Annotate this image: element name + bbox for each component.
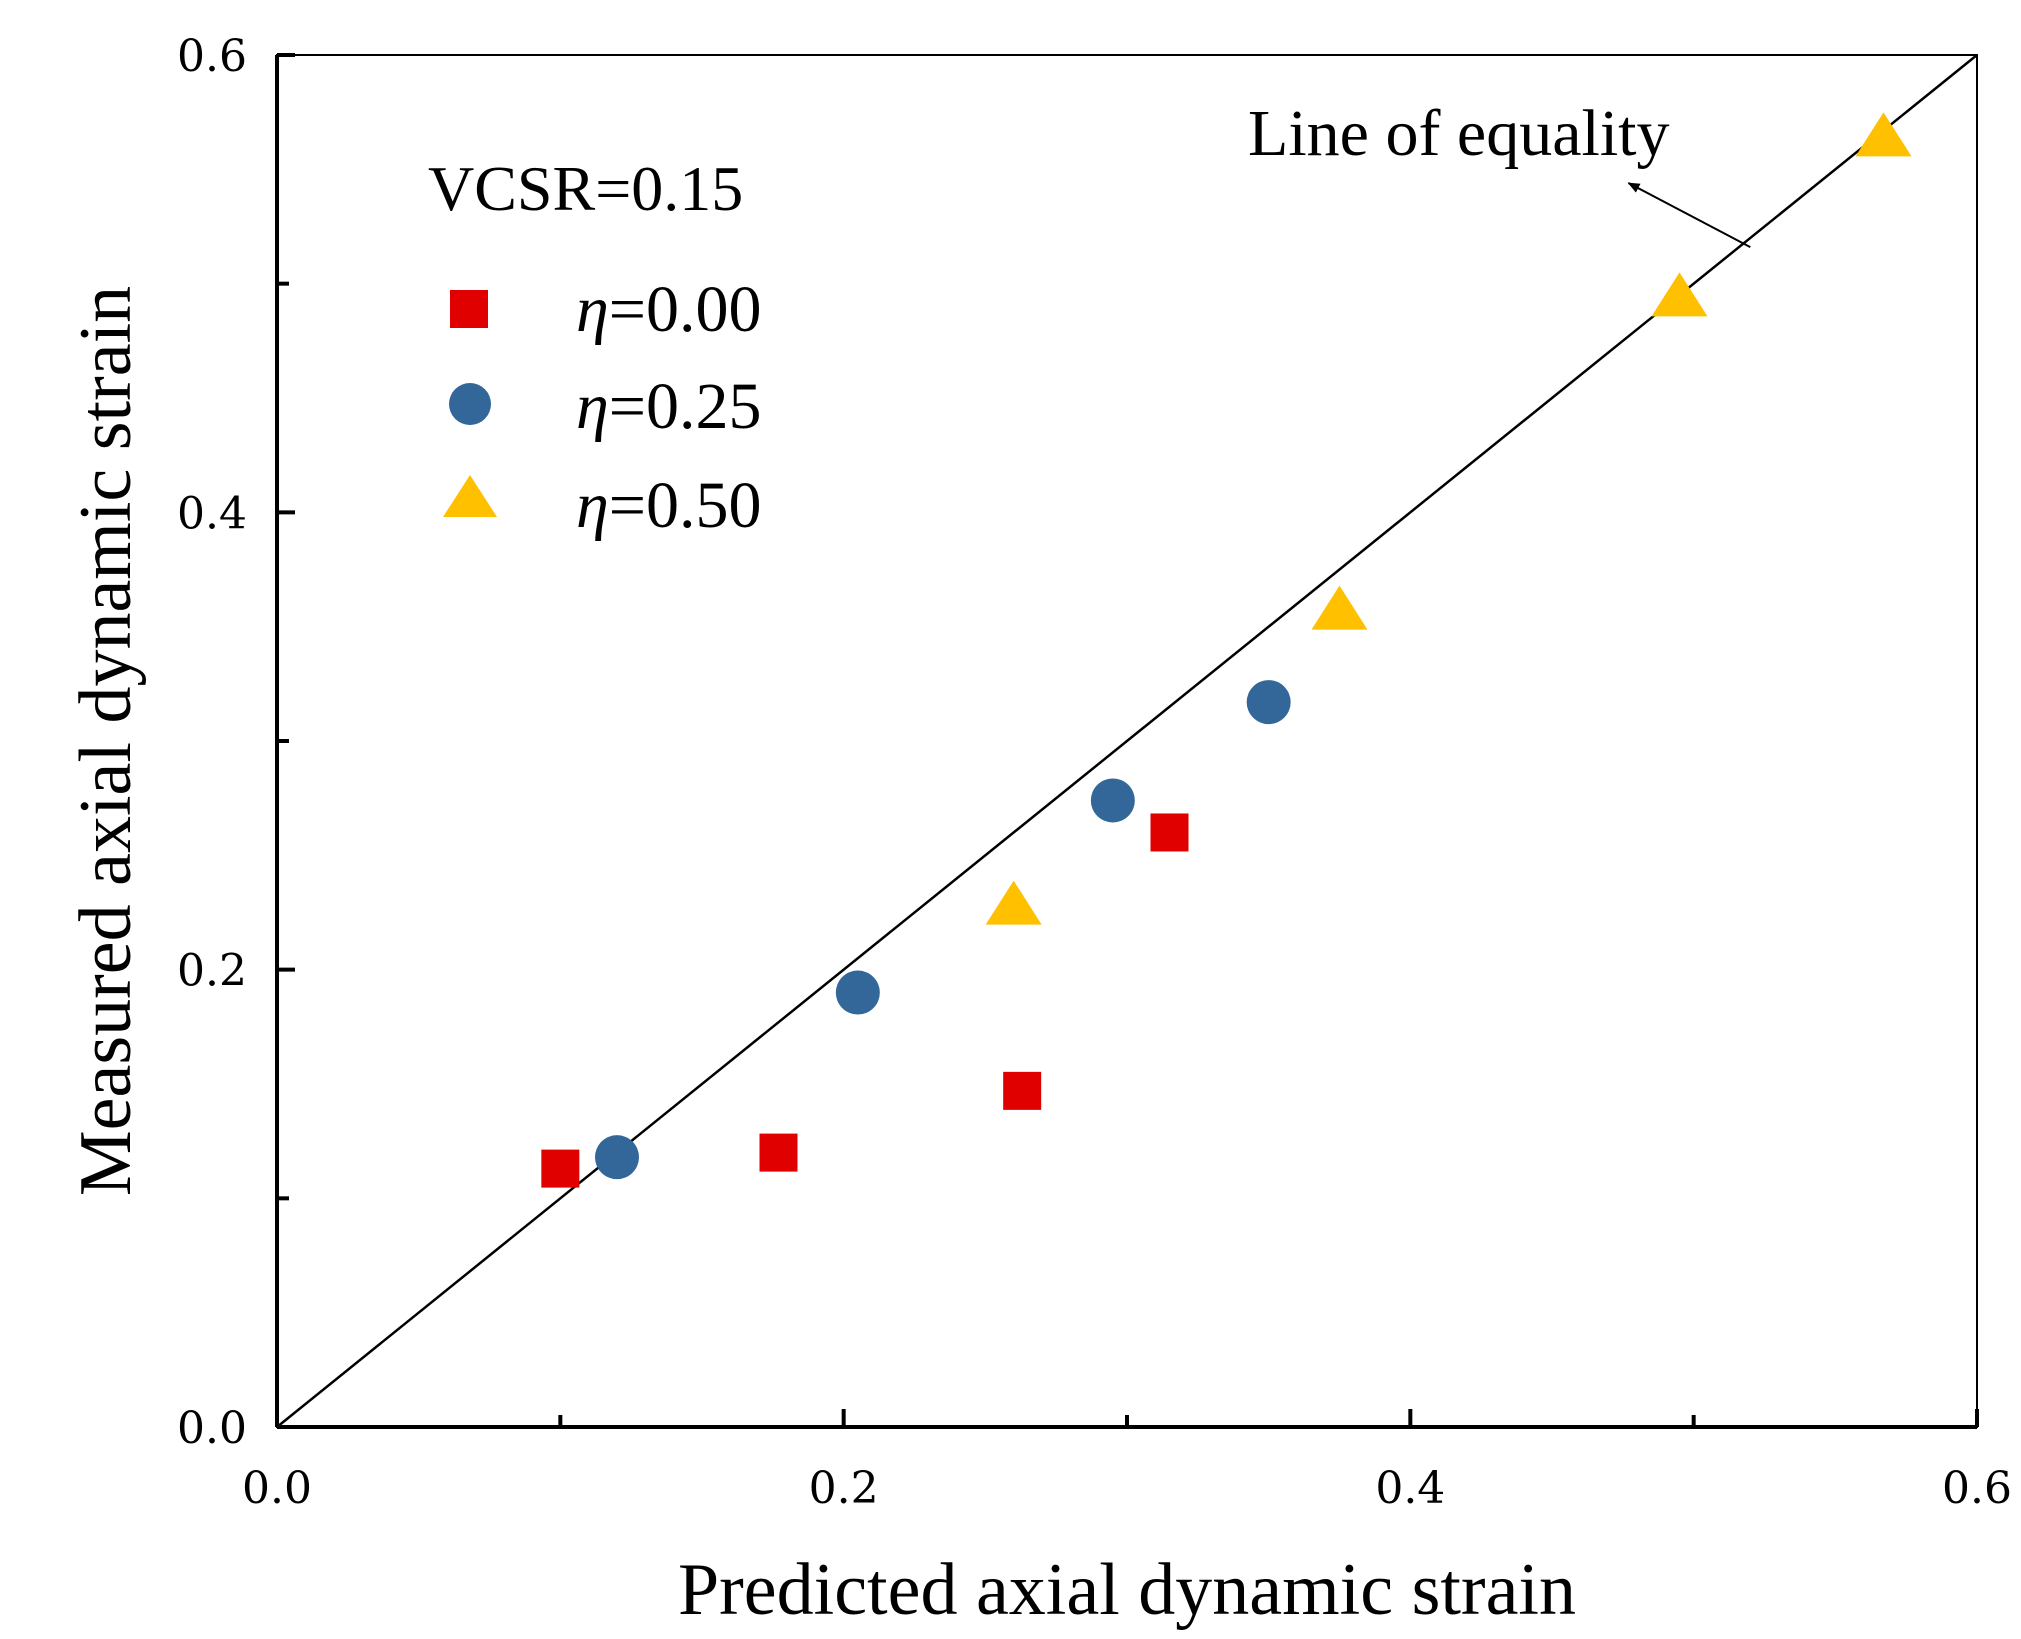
- y-tick-label: 0.2: [177, 946, 247, 997]
- data-point-circle: [1246, 680, 1291, 725]
- x-tick-label: 0.0: [242, 1463, 312, 1514]
- legend-label-eta-025: η=0.25: [576, 370, 761, 443]
- data-point-square: [1150, 813, 1189, 852]
- legend-eta-symbol: η: [576, 273, 609, 346]
- equality-label: Line of equality: [1248, 97, 1670, 170]
- tick-labels: 0.0 0.2 0.4 0.6 0.0 0.2 0.4 0.6: [177, 31, 2012, 1514]
- equality-arrow: [1627, 182, 1751, 248]
- x-tick-label: 0.2: [809, 1463, 879, 1514]
- legend-label-eta-000: η=0.00: [576, 273, 761, 346]
- legend-marker-square: [450, 290, 488, 328]
- data-point-square: [541, 1149, 580, 1188]
- data-point-square: [759, 1133, 798, 1172]
- data-point-triangle: [985, 880, 1042, 925]
- legend-eta-symbol: η: [576, 370, 609, 443]
- x-tick-label: 0.6: [1942, 1463, 2012, 1514]
- y-tick-label: 0.4: [177, 488, 247, 539]
- data-point-triangle: [1311, 585, 1368, 630]
- x-tick-label: 0.4: [1375, 1463, 1445, 1514]
- legend-value: =0.25: [609, 370, 762, 443]
- data-point-circle: [1090, 778, 1135, 823]
- x-axis-title: Predicted axial dynamic strain: [678, 1549, 1576, 1631]
- legend-marker-circle: [449, 383, 491, 425]
- data-points: [541, 112, 1912, 1188]
- data-point-square: [1003, 1071, 1042, 1110]
- y-axis-title: Measured axial dynamic strain: [65, 286, 147, 1196]
- data-point-triangle: [1855, 112, 1912, 157]
- legend-label-eta-050: η=0.50: [576, 469, 761, 542]
- y-tick-label: 0.6: [177, 31, 247, 82]
- data-point-circle: [595, 1135, 639, 1180]
- legend: VCSR=0.15 η=0.00 η=0.25 η=0.50: [428, 153, 761, 542]
- legend-marker-triangle: [443, 475, 497, 517]
- legend-eta-symbol: η: [576, 469, 609, 542]
- y-tick-label: 0.0: [177, 1403, 247, 1454]
- legend-value: =0.50: [609, 469, 762, 542]
- legend-value: =0.00: [609, 273, 762, 346]
- data-point-circle: [835, 970, 880, 1015]
- data-point-triangle: [1651, 272, 1708, 317]
- legend-title: VCSR=0.15: [428, 153, 743, 224]
- line-of-equality: [276, 54, 1978, 1428]
- axis-ticks: [275, 53, 1979, 1429]
